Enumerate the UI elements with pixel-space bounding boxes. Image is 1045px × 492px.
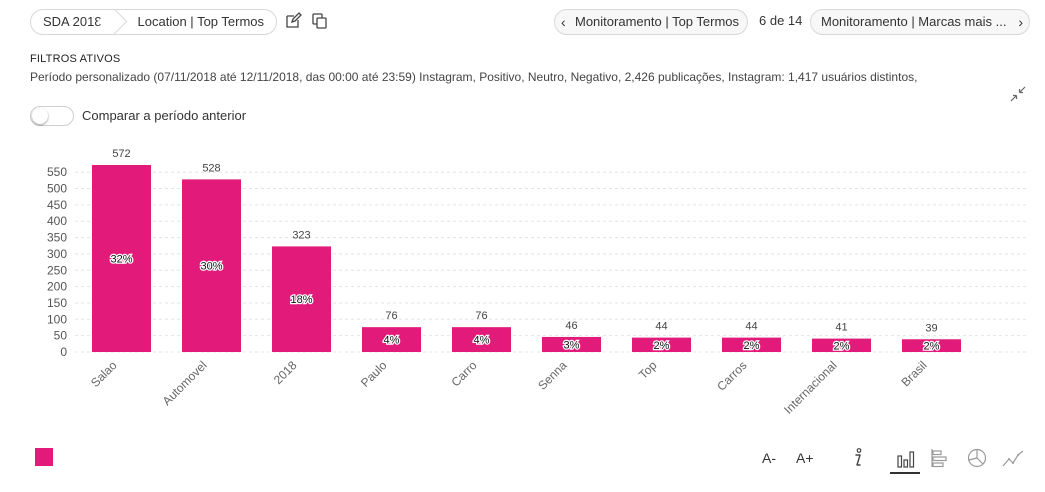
collapse-icon[interactable] [1010,86,1026,102]
bar-percent-label: 18% [290,294,312,306]
bar[interactable] [272,246,331,352]
bar-percent-label: 32% [110,254,132,266]
compare-label: Comparar a período anterior [82,108,247,123]
x-tick-label: Senna [535,358,570,393]
previous-report-label: Monitoramento | Top Termos [575,14,740,29]
bar-percent-label: 2% [834,340,850,352]
bar-value-label: 41 [835,322,847,334]
edit-icon[interactable] [284,12,302,30]
chevron-left-icon: ‹ [561,14,566,30]
info-icon[interactable] [846,447,870,469]
y-tick-label: 250 [47,263,67,277]
y-tick-label: 0 [60,345,67,359]
x-tick-label: Automovel [160,358,210,408]
chevron-right-icon: › [1018,14,1023,30]
copy-icon[interactable] [311,12,329,30]
bar-chart: 0 50 100 150 200 250 300 350 400 450 500 550 572 32% S… [47,148,1028,417]
x-tick-label: Paulo [358,358,390,390]
y-tick-label: 450 [47,198,67,212]
x-tick-label: Internacional [781,358,839,416]
bar[interactable] [92,165,151,352]
breadcrumb-report[interactable]: Location | Top Termos [137,14,265,29]
pager-text: 6 de 14 [759,13,803,28]
y-tick-label: 300 [47,247,67,261]
y-tick-label: 200 [47,280,67,294]
bar-value-label: 76 [385,310,397,322]
x-tick-label: Brasil [898,358,929,389]
x-tick-label: Salao [88,358,120,390]
y-tick-label: 500 [47,182,67,196]
bar[interactable] [632,337,691,352]
filters-text: Período personalizado (07/11/2018 até 12… [30,70,918,84]
bar-value-label: 572 [112,148,130,160]
bar[interactable] [812,338,871,352]
filters-title: FILTROS ATIVOS [30,53,121,65]
bar[interactable] [902,339,961,352]
previous-report-button[interactable]: ‹ Monitoramento | Top Termos [554,9,748,35]
x-tick-label: Top [636,358,660,382]
bar-percent-label: 4% [474,335,490,347]
compare-toggle[interactable] [30,106,74,126]
next-report-label: Monitoramento | Marcas mais ... [821,14,1007,29]
y-tick-label: 50 [54,329,68,343]
line-chart-icon[interactable] [1001,447,1025,469]
bar-value-label: 76 [475,310,487,322]
y-tick-label: 400 [47,214,67,228]
bar-value-label: 46 [565,320,577,332]
font-increase-button[interactable]: A+ [796,450,814,466]
bar-value-label: 323 [292,229,310,241]
top-bar: SDA 2018 Location | Top Termos ‹ Monitor… [0,0,1045,44]
y-tick-label: 550 [47,165,67,179]
pie-chart-icon[interactable] [965,447,989,469]
breadcrumb: SDA 2018 Location | Top Termos [30,9,278,35]
bar[interactable] [362,327,421,352]
bar[interactable] [722,337,781,352]
bar[interactable] [452,327,511,352]
y-tick-label: 100 [47,312,67,326]
bar[interactable] [182,179,241,352]
bar-value-label: 39 [925,322,937,334]
horizontal-bar-icon[interactable] [928,447,952,469]
bar-percent-label: 3% [564,339,580,351]
bar-percent-label: 2% [654,340,670,352]
toggle-knob [32,108,48,124]
x-tick-label: Carro [448,358,479,389]
bar-value-label: 44 [745,321,757,333]
bar-value-label: 44 [655,321,667,333]
bar-percent-label: 2% [924,341,940,353]
bar-chart-icon[interactable] [894,447,918,469]
y-tick-label: 150 [47,296,67,310]
bar-percent-label: 2% [744,340,760,352]
bar[interactable] [542,336,601,352]
font-decrease-button[interactable]: A- [762,450,776,466]
active-view-indicator [890,472,920,474]
next-report-button[interactable]: Monitoramento | Marcas mais ... › [810,9,1030,35]
bar-percent-label: 30% [200,261,222,273]
breadcrumb-project[interactable]: SDA 2018 [31,10,116,34]
bar-value-label: 528 [202,162,220,174]
bar-percent-label: 4% [384,335,400,347]
x-tick-label: 2018 [271,358,300,387]
x-tick-label: Carros [714,358,749,393]
y-tick-label: 350 [47,231,67,245]
legend-swatch[interactable] [35,448,53,466]
